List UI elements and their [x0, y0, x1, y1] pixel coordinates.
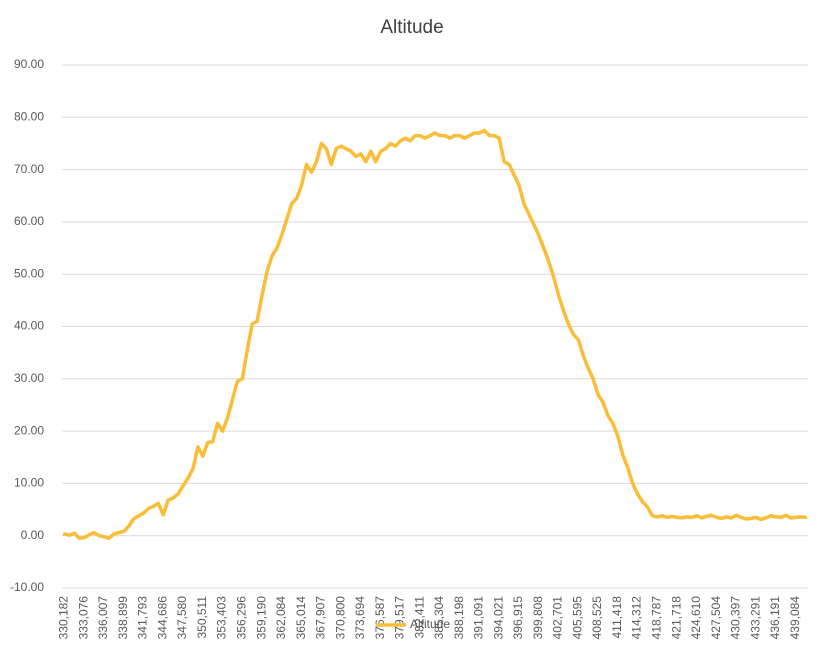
x-tick-label: 350,511	[195, 596, 209, 639]
x-tick-label: 362,084	[274, 596, 288, 640]
y-tick-label: 0.00	[21, 528, 45, 542]
x-tick-label: 436,191	[768, 596, 782, 640]
y-tick-label: 90.00	[14, 57, 44, 71]
x-tick-label: 330,182	[57, 596, 71, 640]
x-tick-label: 405,595	[570, 596, 584, 640]
x-tick-label: 385,304	[432, 596, 446, 640]
x-tick-label: 402,701	[551, 596, 565, 640]
x-tick-label: 353,403	[215, 596, 229, 640]
x-tick-label: 388,198	[452, 596, 466, 640]
x-tick-label: 370,800	[333, 596, 347, 640]
x-tick-label: 359,190	[254, 596, 268, 640]
y-tick-label: 20.00	[14, 423, 44, 437]
x-tick-label: 347,580	[175, 596, 189, 640]
y-tick-label: 30.00	[14, 371, 44, 385]
data-line	[62, 128, 808, 541]
x-tick-label: 430,397	[729, 596, 743, 640]
x-tick-label: 411,418	[610, 596, 624, 639]
chart-title: Altitude	[380, 17, 443, 38]
y-tick-label: 50.00	[14, 266, 44, 280]
y-tick-label: 60.00	[14, 214, 44, 228]
x-tick-label: 399,808	[531, 596, 545, 640]
y-tick-label: 10.00	[14, 476, 44, 490]
x-tick-label: 382,411	[412, 596, 426, 639]
x-tick-label: 394,021	[491, 596, 505, 640]
x-tick-label: 439,084	[788, 596, 802, 640]
x-tick-label: 379,517	[393, 596, 407, 640]
x-tick-label: 421,718	[669, 596, 683, 640]
x-tick-label: 373,694	[353, 596, 367, 640]
x-tick-label: 338,899	[116, 596, 130, 640]
x-tick-label: 333,076	[76, 596, 90, 640]
x-tick-label: 341,793	[136, 596, 150, 640]
y-tick-label: 80.00	[14, 109, 44, 123]
x-tick-label: 376,587	[373, 596, 387, 640]
legend-label: Altitude	[410, 617, 450, 631]
x-tick-label: 344,686	[155, 596, 169, 640]
x-tick-label: 391,091	[472, 596, 486, 640]
x-tick-label: 433,291	[748, 596, 762, 640]
y-tick-label: 70.00	[14, 162, 44, 176]
x-tick-label: 427,504	[709, 596, 723, 640]
x-tick-label: 356,296	[234, 596, 248, 640]
x-tick-label: 396,915	[511, 596, 525, 640]
y-tick-label: 40.00	[14, 319, 44, 333]
x-tick-label: 336,007	[96, 596, 110, 640]
x-tick-label: 414,312	[630, 596, 644, 640]
x-tick-label: 367,907	[314, 596, 328, 640]
x-tick-label: 418,787	[649, 596, 663, 640]
x-tick-label: 408,525	[590, 596, 604, 640]
x-tick-label: 424,610	[689, 596, 703, 640]
y-tick-label: -10.00	[10, 580, 44, 594]
x-tick-label: 365,014	[294, 596, 308, 640]
